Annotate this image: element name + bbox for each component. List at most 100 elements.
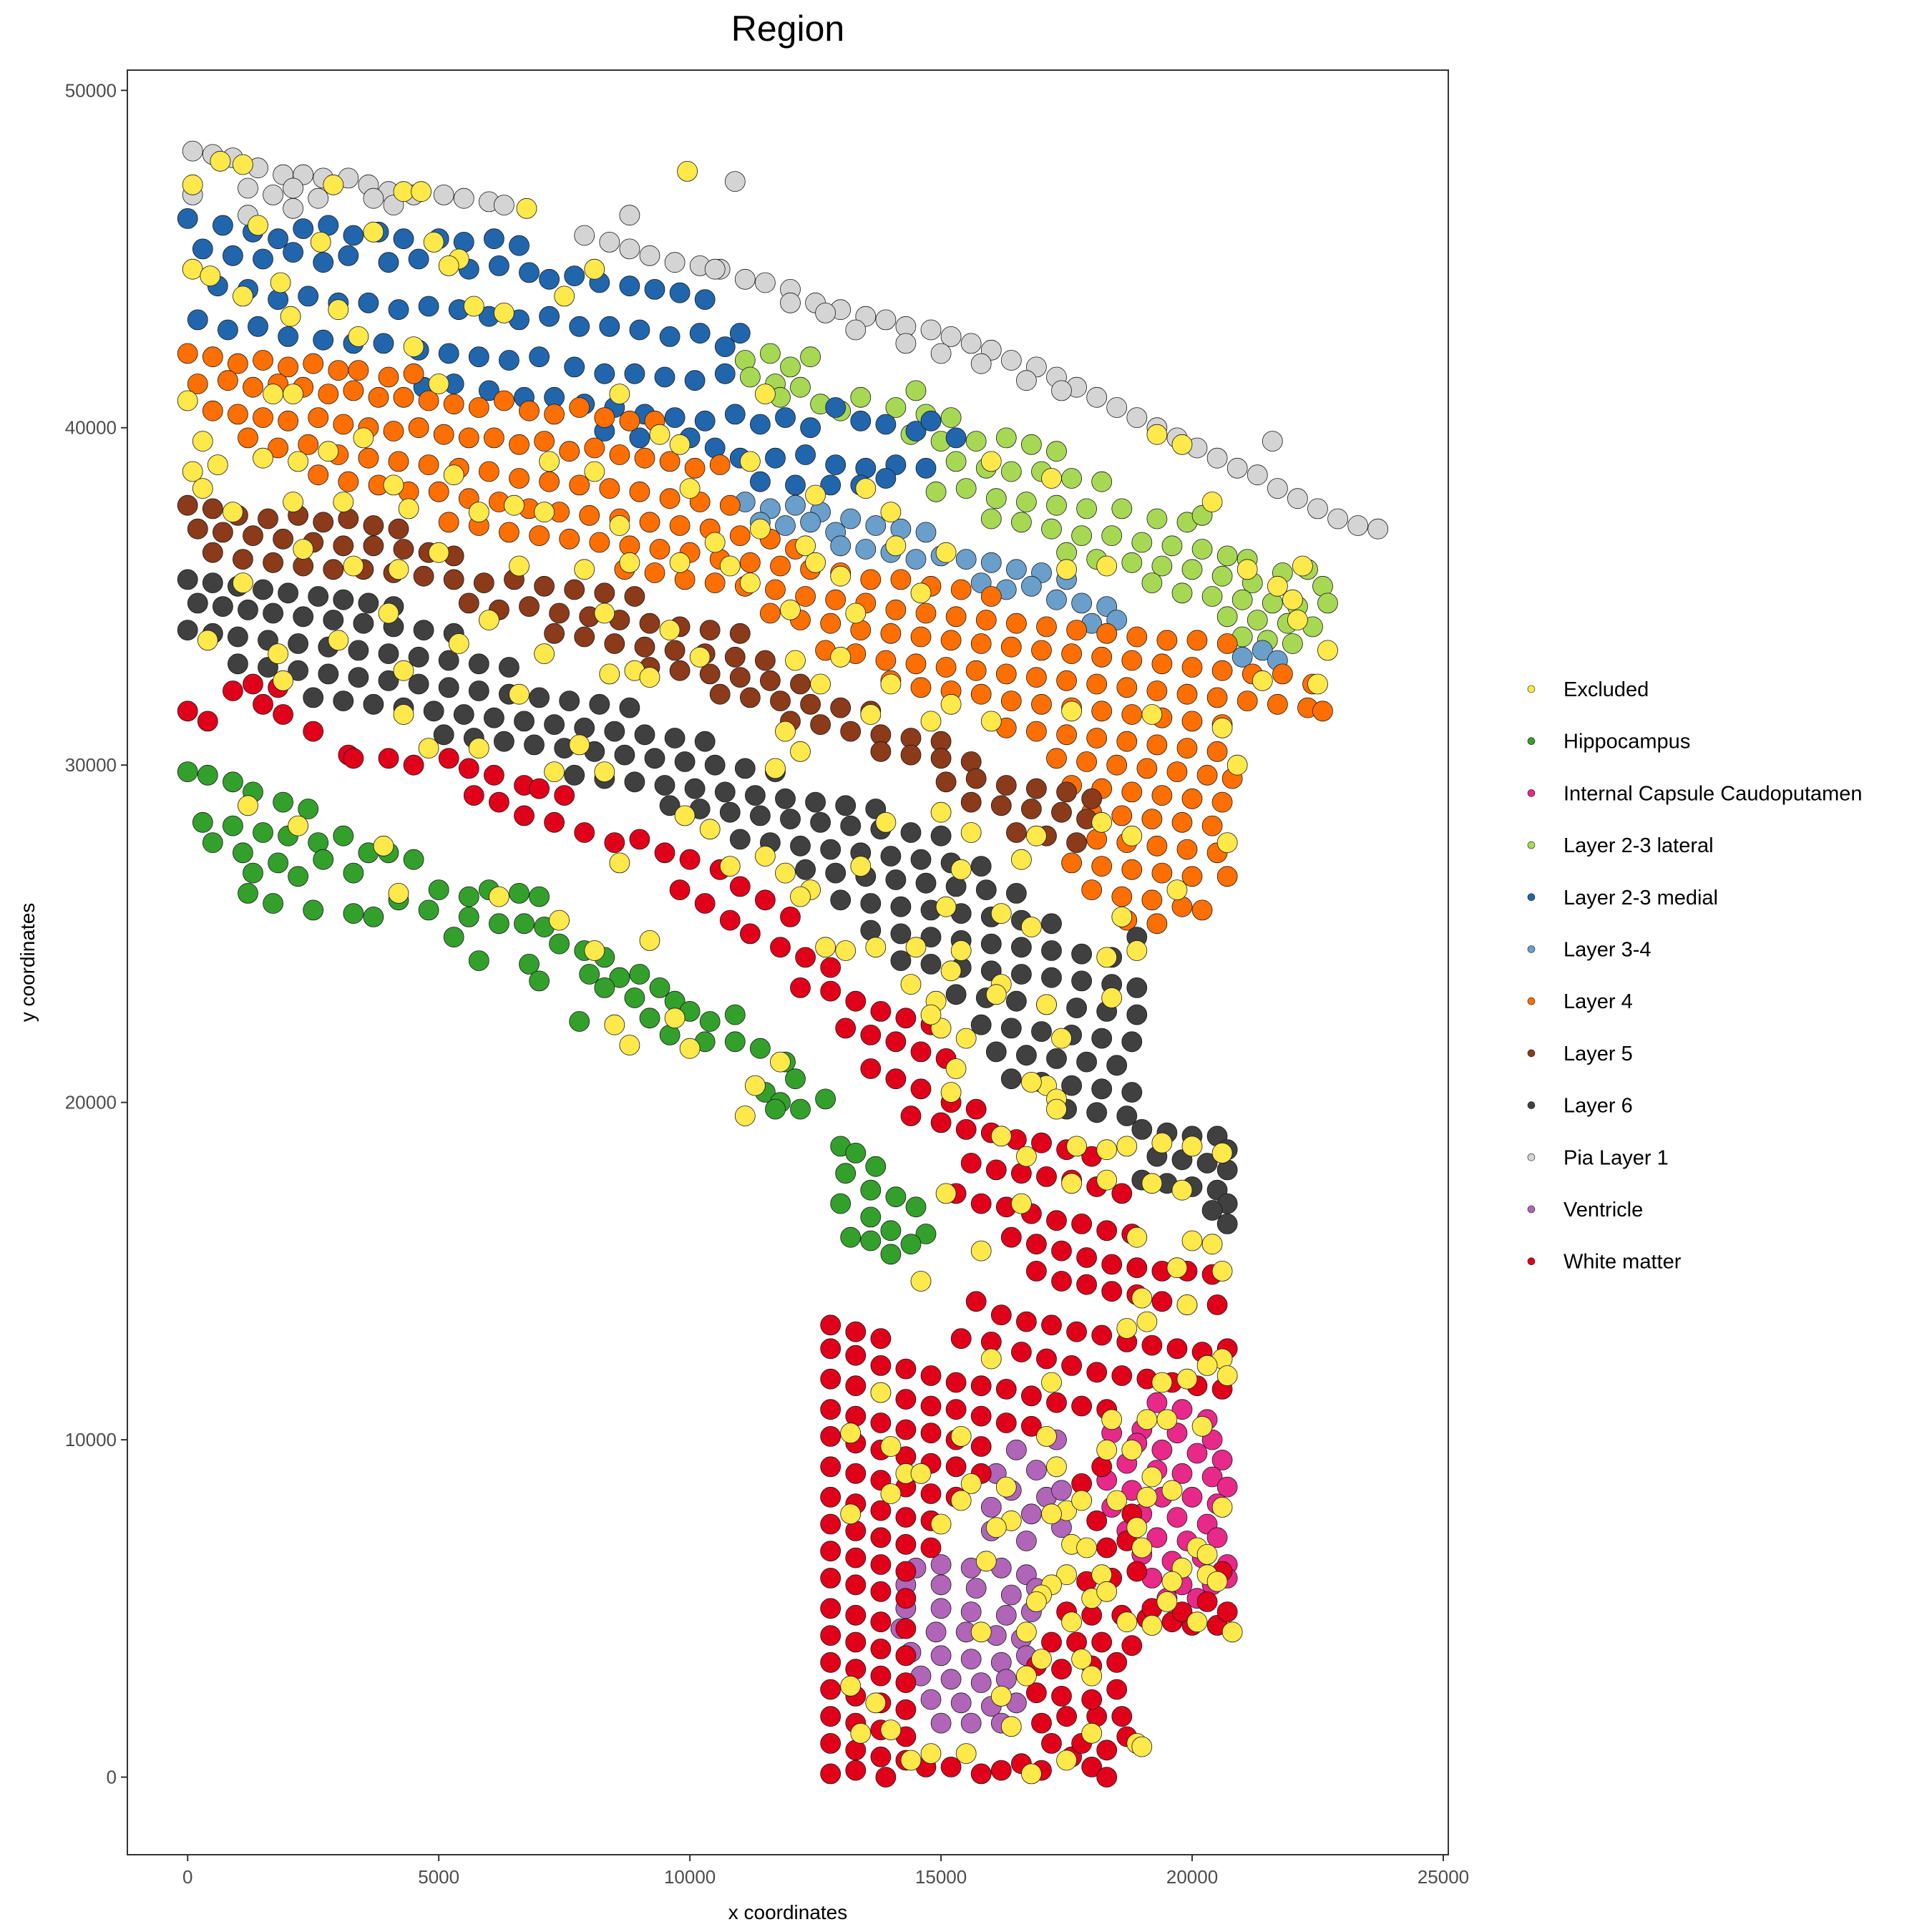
point-layer-2-3-medial [765, 447, 786, 469]
point-ventricle [970, 1672, 992, 1694]
legend-swatch [1527, 1049, 1536, 1058]
point-white-matter [965, 1291, 987, 1312]
point-layer-5 [363, 535, 384, 557]
point-pia-layer-1 [755, 272, 776, 293]
point-layer-2-3-medial [850, 410, 872, 431]
point-layer-6 [734, 758, 756, 779]
point-white-matter [1056, 1706, 1077, 1727]
point-layer-6 [915, 872, 937, 894]
point-layer-4 [308, 407, 329, 428]
point-layer-4 [544, 404, 565, 425]
point-excluded [1056, 1564, 1077, 1586]
point-white-matter [990, 1760, 1012, 1781]
point-layer-6 [438, 650, 459, 671]
point-pia-layer-1 [1327, 508, 1348, 530]
point-excluded [940, 960, 962, 982]
point-layer-6 [499, 657, 519, 678]
point-excluded [885, 535, 907, 557]
point-white-matter [1046, 1392, 1067, 1413]
point-layer-4 [1151, 785, 1173, 806]
point-layer-6 [825, 862, 847, 884]
point-layer-2-3-medial [624, 363, 645, 384]
point-excluded [669, 552, 691, 573]
legend-label: Layer 5 [1563, 1043, 1633, 1065]
point-excluded [393, 704, 414, 725]
point-white-matter [1166, 1338, 1188, 1360]
point-layer-6 [684, 778, 706, 799]
point-layer-2-3-medial [293, 218, 314, 240]
point-layer-6 [719, 801, 741, 823]
point-layer-6 [654, 775, 675, 796]
point-layer-6 [790, 835, 811, 857]
point-layer-6 [714, 781, 736, 803]
point-excluded [1041, 1503, 1062, 1525]
point-layer-4 [1000, 691, 1022, 711]
point-excluded [182, 461, 203, 482]
point-layer-4 [343, 380, 364, 401]
point-hippocampus [765, 1098, 786, 1120]
point-excluded [232, 154, 253, 175]
point-layer-5 [770, 691, 791, 711]
point-layer-5 [313, 512, 334, 533]
legend-item-layer-2-3-lateral: Layer 2-3 lateral [1527, 834, 1714, 857]
point-excluded [609, 852, 630, 874]
point-layer-6 [308, 586, 329, 607]
point-layer-4 [1146, 680, 1168, 701]
point-white-matter [995, 1379, 1017, 1400]
point-excluded [270, 272, 291, 293]
point-layer-2-3-medial [564, 265, 585, 287]
point-white-matter [719, 909, 741, 931]
point-excluded [1156, 1591, 1178, 1612]
point-layer-6 [860, 893, 882, 914]
point-hippocampus [594, 977, 615, 998]
point-white-matter [1051, 1685, 1072, 1707]
point-hippocampus [830, 1193, 852, 1214]
point-ventricle [950, 1692, 972, 1714]
point-white-matter [950, 1328, 972, 1350]
point-hippocampus [288, 866, 309, 887]
point-hippocampus [232, 842, 253, 864]
point-white-matter [820, 1314, 841, 1336]
point-layer-4 [1000, 636, 1022, 658]
legend: Excluded Hippocampus Internal Capsule Caud… [1527, 678, 1863, 1274]
point-white-matter [920, 1365, 942, 1386]
point-excluded [910, 1271, 932, 1292]
point-internal-capsule-caudoputamen [1146, 1392, 1168, 1413]
point-layer-5 [639, 613, 660, 634]
point-excluded [1226, 754, 1248, 776]
point-excluded [699, 819, 721, 840]
point-pia-layer-1 [1246, 464, 1268, 486]
point-layer-5 [333, 535, 354, 557]
point-internal-capsule-caudoputamen [1171, 1463, 1193, 1484]
point-layer-4 [1151, 653, 1173, 675]
point-excluded [594, 761, 615, 782]
point-layer-4 [980, 586, 1002, 607]
point-layer-5 [1081, 788, 1103, 809]
point-layer-4 [765, 579, 786, 600]
point-excluded [1026, 825, 1047, 847]
point-layer-4 [1171, 811, 1193, 833]
point-layer-3-4 [905, 549, 927, 570]
point-excluded [554, 286, 575, 307]
point-excluded [1171, 434, 1193, 455]
point-white-matter [1081, 1689, 1103, 1710]
point-excluded [1211, 1261, 1233, 1282]
chart-title: Region [731, 9, 844, 49]
point-layer-6 [453, 704, 474, 725]
point-layer-3-4 [775, 515, 796, 536]
point-layer-3-4 [830, 535, 852, 557]
point-layer-4 [965, 660, 987, 681]
point-excluded [1131, 1736, 1153, 1757]
point-excluded [619, 1035, 640, 1055]
point-layer-5 [243, 525, 263, 546]
point-white-matter [1126, 1561, 1148, 1582]
point-pia-layer-1 [619, 205, 640, 226]
point-excluded [1081, 1722, 1103, 1744]
point-layer-6 [1106, 1055, 1128, 1076]
point-ventricle [1021, 1503, 1042, 1525]
point-excluded [910, 582, 932, 604]
point-excluded [232, 286, 253, 307]
point-layer-5 [549, 602, 570, 624]
point-white-matter [920, 1483, 942, 1504]
point-layer-4 [202, 400, 223, 421]
